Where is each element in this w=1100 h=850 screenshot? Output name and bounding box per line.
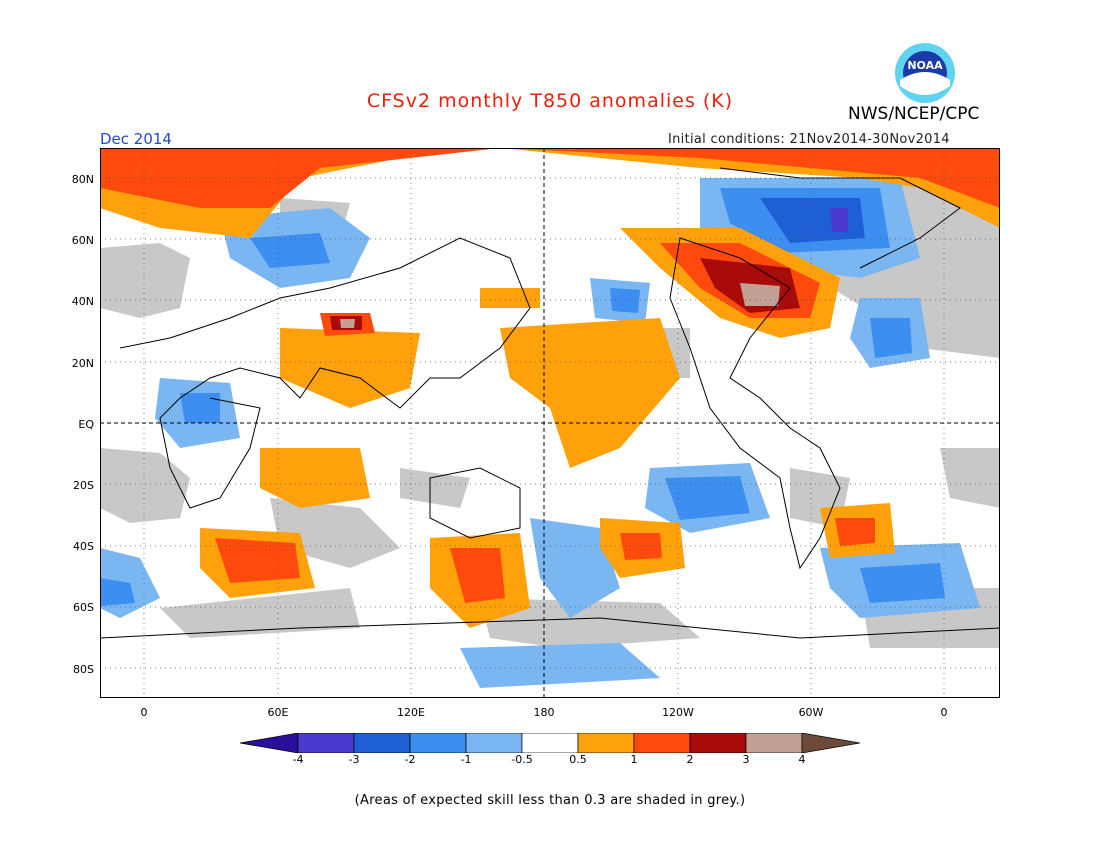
lat-label: 40S (73, 540, 94, 553)
positive-anomaly-regions (100, 148, 1000, 628)
legend-swatch (409, 733, 467, 753)
lon-label: 180 (533, 706, 555, 719)
legend-swatch (689, 733, 747, 753)
legend-swatch (353, 733, 411, 753)
lon-label: 120E (397, 706, 425, 719)
legend-label: 4 (798, 753, 806, 766)
coastlines (100, 167, 1000, 639)
lat-label: 40N (71, 295, 94, 308)
legend-swatch (633, 733, 691, 753)
lon-label: 0 (940, 706, 948, 719)
lat-label: 60N (71, 234, 94, 247)
color-legend-bar (240, 733, 860, 753)
lon-label: 0 (140, 706, 148, 719)
legend-label: -0.5 (511, 753, 533, 766)
legend-swatch (297, 733, 355, 753)
org-label: NWS/NCEP/CPC (848, 104, 980, 124)
lat-label: EQ (78, 418, 94, 431)
legend-swatch (577, 733, 635, 753)
svg-text:NOAA: NOAA (907, 59, 943, 72)
anomaly-map (100, 148, 1000, 698)
noaa-logo: NOAA (895, 43, 955, 103)
lon-label: 120W (662, 706, 694, 719)
legend-label: 0.5 (569, 753, 587, 766)
chart-title: CFSv2 monthly T850 anomalies (K) (366, 90, 734, 112)
footnote: (Areas of expected skill less than 0.3 a… (354, 793, 746, 808)
lon-label: 60E (267, 706, 289, 719)
legend-swatch (521, 733, 579, 753)
lat-label: 60S (73, 601, 94, 614)
legend-swatch (465, 733, 523, 753)
legend-label: 1 (630, 753, 638, 766)
forecast-month: Dec 2014 (100, 130, 172, 148)
legend-label: -3 (348, 753, 360, 766)
initial-conditions: Initial conditions: 21Nov2014-30Nov2014 (668, 132, 950, 147)
legend-label: -2 (404, 753, 416, 766)
lat-label: 20S (73, 479, 94, 492)
legend-swatch (745, 733, 803, 753)
legend-swatch-max (801, 733, 860, 753)
legend-label: -1 (460, 753, 472, 766)
lat-label: 80S (73, 663, 94, 676)
legend-label: 2 (686, 753, 694, 766)
lat-label: 80N (71, 173, 94, 186)
lat-label: 20N (71, 357, 94, 370)
legend-swatch-min (240, 733, 299, 753)
legend-label: 3 (742, 753, 750, 766)
lon-label: 60W (798, 706, 824, 719)
legend-label: -4 (292, 753, 304, 766)
